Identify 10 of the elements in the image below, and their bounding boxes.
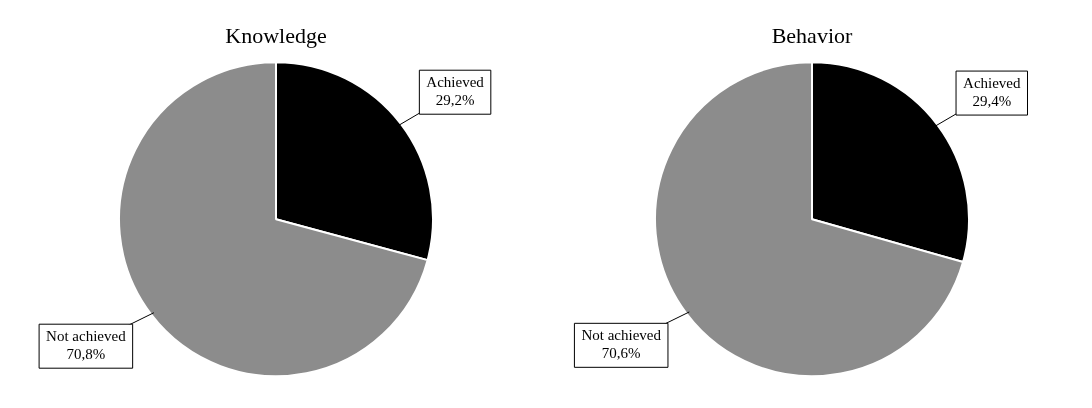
slice-label: Achieved — [426, 74, 485, 91]
chart-title: Knowledge — [225, 22, 327, 48]
data-label: 29,4% — [972, 93, 1012, 110]
slice-label: Not achieved — [581, 327, 662, 344]
data-label: 70,6% — [601, 345, 641, 362]
data-label: 70,8% — [66, 346, 106, 363]
data-label: 29,2% — [435, 92, 475, 109]
slice-label: Achieved — [963, 75, 1022, 92]
slice-label: Not achieved — [46, 328, 127, 345]
chart-title: Behavior — [771, 22, 853, 48]
